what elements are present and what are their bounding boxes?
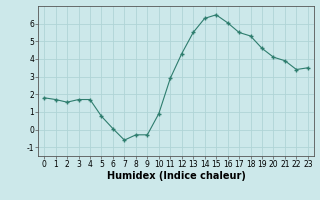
X-axis label: Humidex (Indice chaleur): Humidex (Indice chaleur) bbox=[107, 171, 245, 181]
